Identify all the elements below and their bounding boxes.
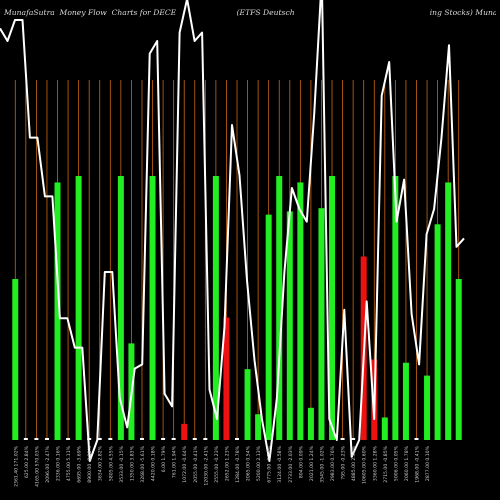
- tick-label: 2021.00 1.24%: [309, 445, 315, 481]
- bar-positive: [149, 176, 156, 440]
- bar-positive: [297, 182, 304, 440]
- bar-positive: [286, 211, 293, 440]
- bar-positive: [255, 414, 262, 440]
- tick-label: 4755.00 5.11%: [66, 445, 72, 481]
- bar-flat: [414, 438, 419, 440]
- tick-label: 2715.00 -0.85%: [383, 445, 389, 482]
- tick-label: 5006.00 0.05%: [393, 445, 399, 481]
- bar-positive: [75, 176, 82, 440]
- tick-label: 2336.00 0.16%: [56, 445, 62, 481]
- bar-flat: [44, 438, 49, 440]
- price-line: [0, 0, 465, 462]
- bar-positive: [392, 176, 399, 440]
- tick-label: 2877.00 0.10%: [425, 445, 431, 481]
- tick-label: 1284.00 -0.78%: [235, 445, 241, 482]
- bar-flat: [203, 438, 208, 440]
- bar-flat: [139, 438, 144, 440]
- tick-label: 2065.00 0.54%: [246, 445, 252, 481]
- tick-label: 2096.00 -2.47%: [45, 445, 51, 482]
- tick-label: 1350.00 3.83%: [129, 445, 135, 481]
- price-line-group: [0, 0, 465, 462]
- tick-label: 2983.00 0.76%: [330, 445, 336, 481]
- bar-positive: [117, 176, 124, 440]
- bar-positive: [455, 279, 462, 440]
- bar-flat: [34, 438, 39, 440]
- tick-label: 10605.00 0.60%: [362, 445, 368, 484]
- bar-flat: [192, 438, 197, 440]
- bar-positive: [329, 176, 336, 440]
- tick-label: 3268.00 -5.61%: [140, 445, 146, 482]
- tick-label: 6695.00 -3.69%: [77, 445, 83, 482]
- tick-label: 3545.00 -1.02%: [319, 445, 325, 482]
- tick-label: 625.00 2.84%: [24, 445, 30, 478]
- bar-flat: [108, 438, 113, 440]
- bar-flat: [340, 438, 345, 440]
- tick-label: 4885.00 2.58%: [351, 445, 357, 481]
- tick-label: 2733.00 -2.03%: [288, 445, 294, 482]
- bar-flat: [171, 438, 176, 440]
- bar-positive: [265, 214, 272, 440]
- bar-negative: [181, 423, 188, 440]
- bar-flat: [66, 438, 71, 440]
- bar-positive: [318, 208, 325, 440]
- tick-label: 4165.00 570.03%: [34, 445, 40, 487]
- bar-positive: [307, 407, 314, 440]
- tick-label: 12030.00 -2.41%: [203, 445, 209, 485]
- bar-flat: [351, 438, 356, 440]
- tick-label: 804.00 0.09%: [298, 445, 304, 478]
- tick-label: 6.00 1.79%: [161, 445, 167, 472]
- bar-flat: [235, 438, 239, 440]
- tick-label: 3634.00 2.82%: [98, 445, 104, 481]
- tick-label: 761.00 1.94%: [172, 445, 178, 478]
- tick-labels: 2361.40 171.02% 625.00 2.84% 4165.00 570.0…: [13, 445, 431, 487]
- tick-label: 6775.00 -0.14%: [267, 445, 273, 482]
- tick-label: 2555.00 -0.23%: [214, 445, 220, 482]
- bar-positive: [12, 279, 19, 440]
- bar-positive: [445, 182, 452, 440]
- tick-label: 5200.00 2.13%: [256, 445, 262, 481]
- tick-label: 1968.00 -0.41%: [414, 445, 420, 482]
- bar-positive: [402, 362, 409, 440]
- bar-negative: [223, 317, 230, 440]
- tick-label: 3360.00 1.28%: [372, 445, 378, 481]
- bar-positive: [434, 224, 441, 440]
- bar-flat: [161, 438, 166, 440]
- tick-label: 1072.00 -0.64%: [182, 445, 188, 482]
- bar-flat: [97, 438, 102, 440]
- bar-positive: [381, 417, 388, 440]
- tick-label: 2652.00 1.23%: [224, 445, 230, 481]
- bar-flat: [23, 438, 28, 440]
- tick-label: 2060.00 1.78%: [404, 445, 410, 481]
- tick-label: 2055.00 -0.41%: [193, 445, 199, 482]
- tick-label: 8900.00 -0.19%: [87, 445, 93, 482]
- tick-label: 3533.00 -0.15%: [119, 445, 125, 482]
- tick-label: 2361.40 171.02%: [13, 445, 19, 487]
- tick-label: 795.00 -0.23%: [341, 445, 347, 479]
- tick-label: 5805.00 4.55%: [108, 445, 114, 481]
- tick-label: 3124.00 -0.58%: [277, 445, 283, 482]
- bar-positive: [276, 176, 283, 440]
- chart-title: MunafaSutra Money Flow Charts for DECE (…: [4, 8, 496, 17]
- bar-positive: [244, 369, 251, 440]
- bar-positive: [424, 375, 431, 440]
- bar-positive: [54, 182, 61, 440]
- tick-label: 4420.00 0.18%: [151, 445, 157, 481]
- bar-positive: [212, 176, 219, 440]
